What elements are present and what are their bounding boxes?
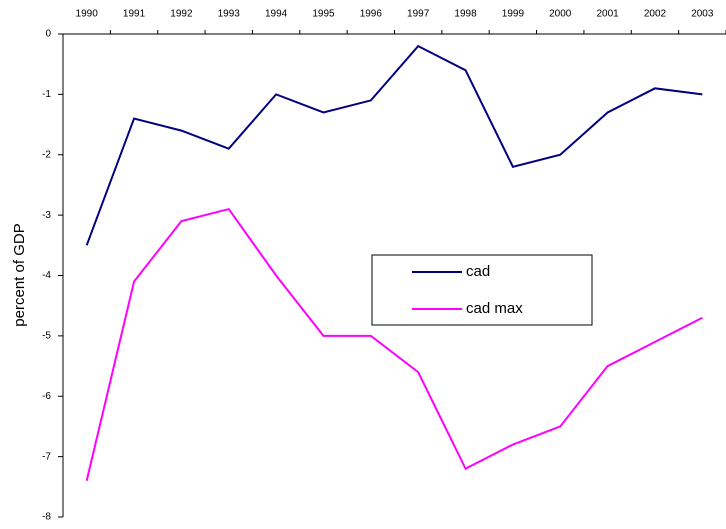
y-tick-label: -7 (42, 451, 51, 462)
y-tick-label: -1 (42, 89, 51, 100)
x-tick-label: 1990 (76, 9, 99, 20)
y-axis-title: percent of GDP (11, 223, 28, 326)
x-tick-label: 1991 (123, 9, 146, 20)
x-tick-label: 1998 (454, 9, 477, 20)
x-tick-label: 1992 (170, 9, 193, 20)
x-tick-label: 1993 (218, 9, 241, 20)
y-tick-label: -3 (42, 210, 51, 221)
legend-box (371, 254, 593, 326)
x-tick-label: 2002 (644, 9, 667, 20)
y-tick-label: -5 (42, 331, 51, 342)
x-tick-label: 2000 (549, 9, 572, 20)
x-tick-label: 1999 (502, 9, 525, 20)
series-line (85, 207, 703, 482)
legend-label: cad max (466, 300, 523, 317)
legend-label: cad (466, 263, 490, 280)
x-tick-label: 1995 (312, 9, 335, 20)
x-tick-label: 1996 (360, 9, 383, 20)
x-tick-label: 1994 (265, 9, 288, 20)
y-tick-label: 0 (45, 29, 51, 40)
y-tick-label: -8 (42, 512, 51, 523)
y-tick-label: -6 (42, 391, 51, 402)
x-tick-label: 2003 (691, 9, 714, 20)
y-tick-label: -2 (42, 149, 51, 160)
series-line (85, 44, 703, 246)
y-tick-label: -4 (42, 270, 51, 281)
x-tick-label: 1997 (407, 9, 430, 20)
x-tick-label: 2001 (596, 9, 619, 20)
